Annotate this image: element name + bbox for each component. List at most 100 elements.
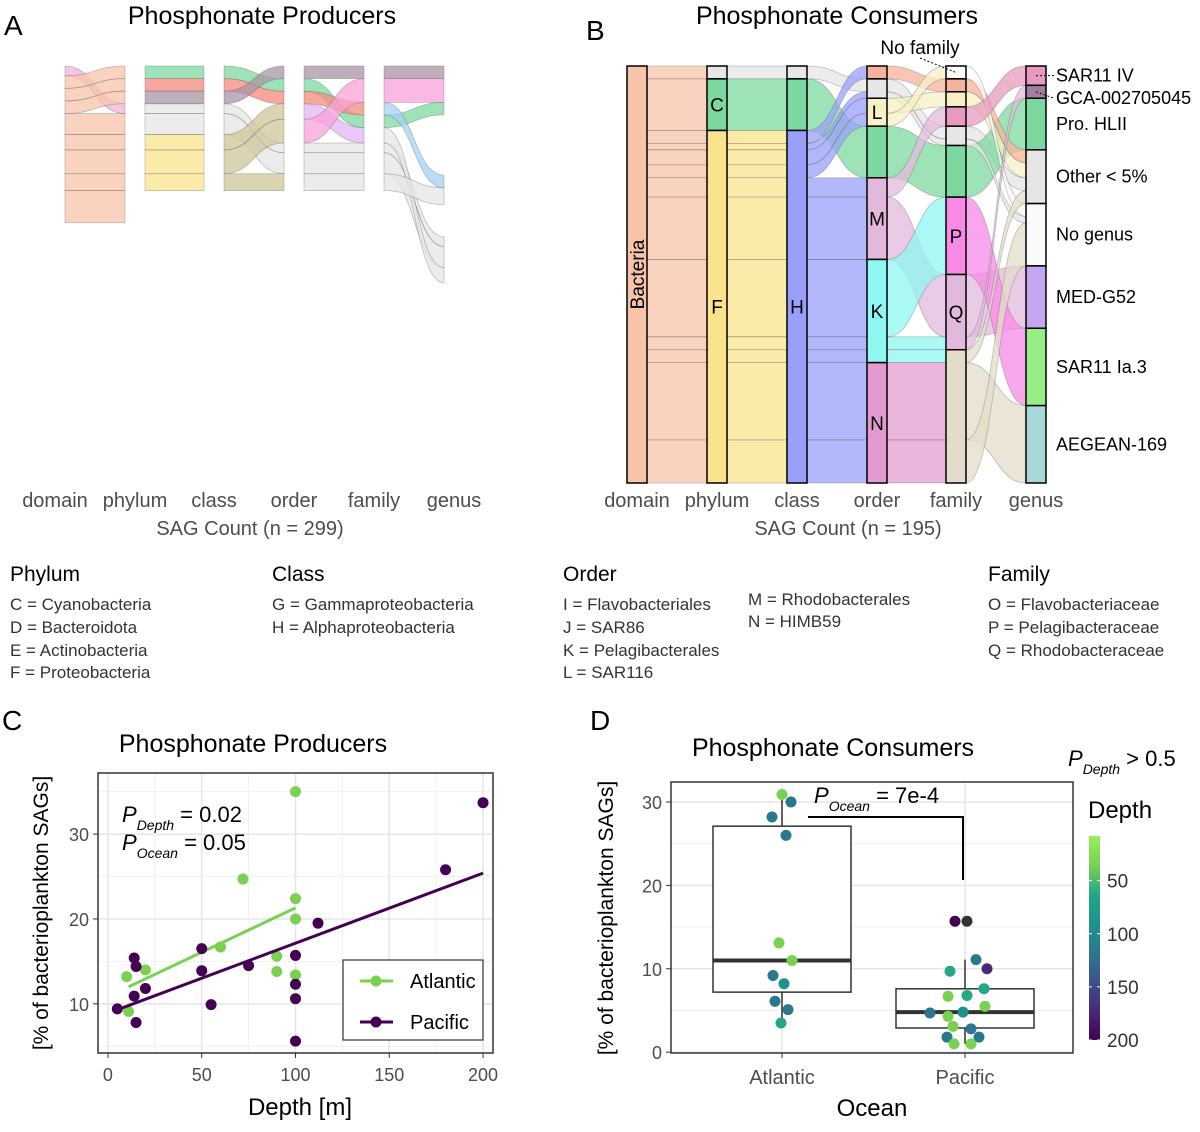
significance-bracket [808,816,964,880]
alluvium-flow [726,362,788,441]
x-tick-label: 150 [374,1065,404,1085]
p-value: = 0.02 [180,802,242,827]
p-ocean-annotation: POcean = 0.05 [122,830,246,861]
x-tick-label: Atlantic [749,1067,815,1089]
colorbar-tick-label: 50 [1107,872,1128,893]
alluvium-flow [64,190,126,224]
alluvium-flow [646,130,708,144]
data-point-atlantic [139,964,151,976]
axis-label-genus: genus [1009,490,1064,512]
alluvium-flow [303,173,365,191]
axis-label-phylum: phylum [685,490,749,512]
stratum [945,106,967,127]
axis-label-order: order [271,490,318,512]
p-symbol: P [814,783,829,808]
alluvium-flow [646,78,708,131]
data-point-pacific [941,1031,953,1043]
data-point-pacific [128,990,140,1002]
axis-label-order: order [854,490,901,512]
data-point-pacific [139,983,151,995]
p-value: = 0.05 [184,830,246,855]
regression-line-pacific [116,871,484,1012]
p-value: = 7e-4 [876,783,939,808]
panel-c-ylabel: [% of bacterioplankton SAGs] [30,776,53,1050]
y-tick-label: 0 [652,1043,662,1063]
genus-label: SAR11 Ia.3 [1056,357,1147,377]
x-tick-label: 50 [192,1065,212,1085]
alluvium-flow [726,164,788,179]
alluvium-flow [64,78,126,102]
legend-key-point [370,975,382,987]
p-symbol: P [1068,746,1083,771]
alluvium-flow [726,142,788,151]
alluvium-flow [646,196,708,260]
legend-item: J = SAR86 [563,618,645,637]
stratum [706,129,728,484]
plot-border [670,781,1074,1054]
stratum [706,65,728,80]
data-point-atlantic [271,950,283,962]
stratum [1025,97,1047,151]
data-point-atlantic [769,995,781,1007]
data-point-pacific [130,960,142,972]
alluvium-flow [144,65,205,79]
data-point-atlantic [780,829,792,841]
stratum-label: K [871,302,884,323]
stratum [945,348,967,484]
alluvium-flow [144,149,205,175]
panel-a-xlabel: SAG Count (n = 299) [156,518,343,540]
axis-label-domain: domain [604,490,670,512]
data-point-pacific [957,1006,969,1018]
alluvium-flow [806,177,868,198]
stratum [945,91,967,108]
panel-d-xlabel: Ocean [837,1095,908,1122]
alluvium-flow [646,362,708,441]
legend-item: Q = Rhodobacteraceae [988,641,1164,660]
data-point-pacific [924,1007,936,1019]
alluvium-flow [64,90,126,114]
alluvium-flow [806,362,868,441]
alluvium-flow [806,439,868,484]
p-value: > 0.5 [1126,746,1176,771]
data-point-pacific [290,1035,301,1047]
y-tick-label: 10 [69,995,89,1015]
axis-label-class: class [774,490,820,512]
alluvium-flow [646,65,708,80]
alluvium-flow [144,134,205,151]
axis-label-class: class [191,490,237,512]
stratum [786,129,808,484]
stratum [626,65,648,484]
stratum [866,361,888,484]
data-point-pacific [196,943,208,955]
data-point-atlantic [271,966,283,978]
p-subscript: Depth [1083,761,1121,777]
alluvium-flow [144,113,205,135]
stratum [945,125,967,147]
x-tick-label: 0 [103,1065,113,1085]
legend-heading-class: Class [272,563,325,586]
axis-label-family: family [348,490,400,512]
data-point-atlantic [773,937,785,949]
panel-c-title: Phosphonate Producers [119,730,387,758]
alluvium-flow [223,173,285,191]
panel-b-alluvial: Bacteria C F H L M K N P Q No family SAR11 IVGCA-00… [626,38,1191,484]
stratum-label: Q [949,303,964,324]
panel-a-axis-labels: domain phylum class order family genus S… [22,490,481,540]
alluvium-flow [726,65,788,80]
p-subscript: Ocean [829,798,870,814]
data-point-pacific [948,1038,960,1050]
alluvium-flow [806,259,868,338]
axis-label-phylum: phylum [103,490,167,512]
stratum-label: H [790,298,804,319]
p-ocean-annotation: POcean = 7e-4 [814,783,939,814]
data-point-atlantic [767,969,779,981]
alluvium-flow [64,134,126,151]
data-point-pacific [942,1010,954,1022]
x-tick-label: 200 [468,1065,498,1085]
stratum [866,78,888,99]
box [712,825,852,993]
data-point-pacific [947,1020,959,1032]
legend-heading-phylum: Phylum [10,563,80,586]
axis-label-genus: genus [427,490,482,512]
